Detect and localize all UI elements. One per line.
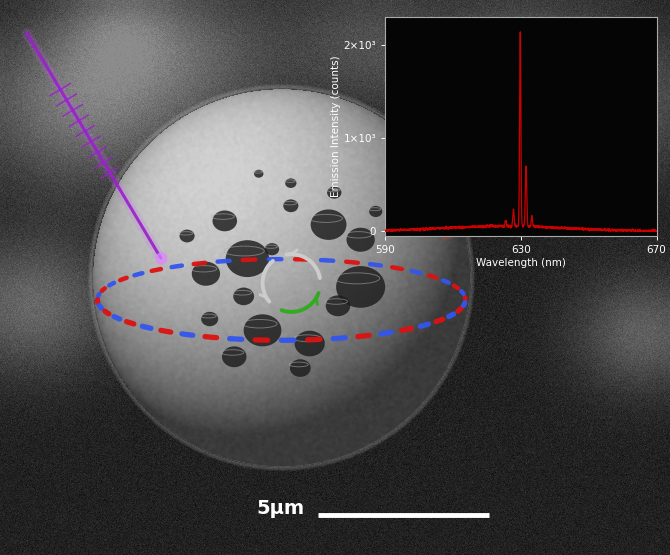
Ellipse shape <box>265 243 279 255</box>
Ellipse shape <box>283 199 298 212</box>
Ellipse shape <box>346 228 375 252</box>
Ellipse shape <box>326 295 350 316</box>
Ellipse shape <box>336 266 385 308</box>
Ellipse shape <box>311 209 346 240</box>
Ellipse shape <box>180 230 194 243</box>
Ellipse shape <box>290 359 311 377</box>
Ellipse shape <box>222 346 247 367</box>
Ellipse shape <box>244 314 281 346</box>
Y-axis label: Emission Intensity (counts): Emission Intensity (counts) <box>331 56 341 197</box>
Ellipse shape <box>327 186 342 199</box>
X-axis label: Wavelength (nm): Wavelength (nm) <box>476 258 566 268</box>
Ellipse shape <box>295 331 325 356</box>
Ellipse shape <box>212 210 237 231</box>
Ellipse shape <box>192 262 220 286</box>
Ellipse shape <box>369 206 383 217</box>
Ellipse shape <box>254 170 263 178</box>
Text: 5μm: 5μm <box>257 499 305 518</box>
Ellipse shape <box>285 178 297 188</box>
Ellipse shape <box>233 287 254 305</box>
Ellipse shape <box>201 312 218 326</box>
Ellipse shape <box>226 240 269 277</box>
Point <box>155 254 166 263</box>
